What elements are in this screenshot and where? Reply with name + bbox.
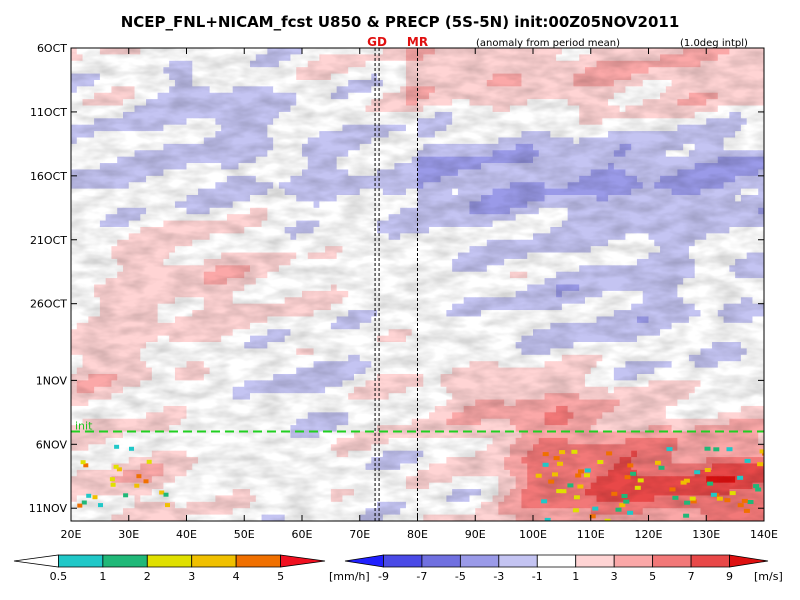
chart-title: NCEP_FNL+NICAM_fcst U850 & PRECP (5S-5N)… xyxy=(121,13,680,31)
chart-subtitle-interp: (1.0deg intpl) xyxy=(680,38,748,49)
chart-subtitle-anomaly: (anomaly from period mean) xyxy=(476,38,620,49)
